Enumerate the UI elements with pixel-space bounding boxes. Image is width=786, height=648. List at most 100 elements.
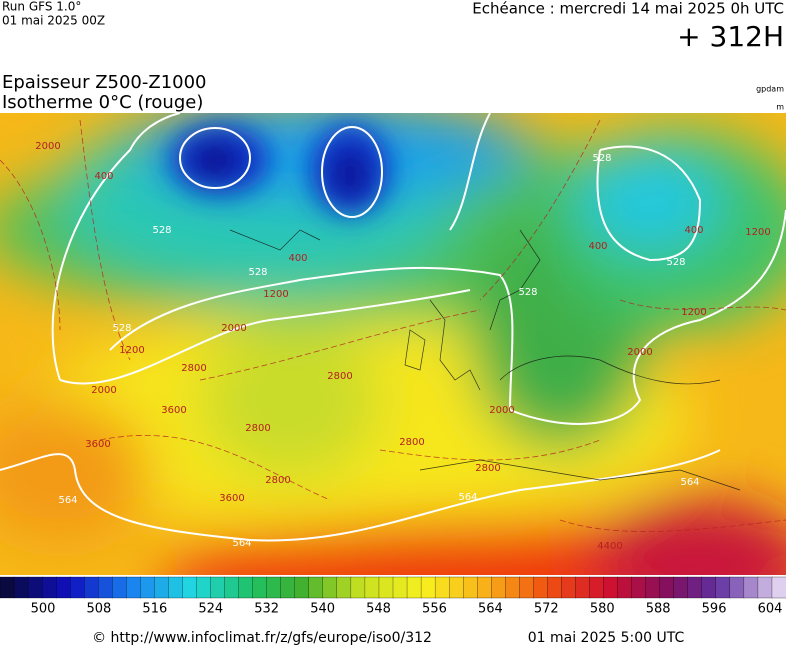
title-line1: Epaisseur Z500-Z1000 <box>2 72 207 93</box>
colorbar-swatch <box>631 576 647 599</box>
echeance: Echéance : mercredi 14 mai 2025 0h UTC <box>472 0 784 18</box>
map: 528 528 528 528 528 528 564 564 564 564 1200 1200 12… <box>0 113 786 575</box>
contour-label: 564 <box>458 492 477 503</box>
colorbar-swatch <box>519 576 535 599</box>
colorbar-label: 556 <box>422 602 447 617</box>
colorbar-swatch <box>350 576 366 599</box>
contour-label: 2800 <box>265 475 290 486</box>
colorbar-label: 588 <box>646 602 671 617</box>
colorbar-swatch <box>182 576 198 599</box>
unit-thickness: gpdam <box>756 85 784 94</box>
colorbar-swatch <box>687 576 703 599</box>
contour-label: 2000 <box>91 385 116 396</box>
colorbar-label: 580 <box>590 602 615 617</box>
footer-url: © http://www.infoclimat.fr/z/gfs/europe/… <box>92 630 432 646</box>
colorbar-swatch <box>210 576 226 599</box>
colorbar-swatch <box>168 576 184 599</box>
forecast-hour: + 312H <box>677 20 784 53</box>
footer-timestamp: 01 mai 2025 5:00 UTC <box>528 630 685 646</box>
colorbar-swatch <box>743 576 759 599</box>
colorbar-label: 604 <box>758 602 783 617</box>
contour-label: 564 <box>232 538 251 549</box>
colorbar-swatch <box>70 576 85 599</box>
contour-label: 2800 <box>399 437 424 448</box>
colorbar-label: 564 <box>478 602 503 617</box>
contour-label: 564 <box>680 477 699 488</box>
contour-label: 400 <box>684 225 703 236</box>
colorbar-swatch <box>701 576 717 599</box>
colorbar-swatch <box>98 576 113 599</box>
colorbar-swatch <box>491 576 506 599</box>
colorbar-swatch <box>757 576 773 599</box>
colorbar-swatch <box>0 576 15 599</box>
colorbar-label: 548 <box>366 602 391 617</box>
run-date: 01 mai 2025 00Z <box>2 14 105 28</box>
contour-label: 528 <box>152 225 171 236</box>
colorbar-swatch <box>13 576 29 599</box>
contour-label: 564 <box>58 495 77 506</box>
contour-label: 3600 <box>161 405 186 416</box>
colorbar-swatch <box>645 576 661 599</box>
colorbar-swatch <box>463 576 478 599</box>
colorbar-swatch <box>771 576 786 599</box>
colorbar-label: 500 <box>31 602 56 617</box>
colorbar-swatch <box>112 576 127 599</box>
colorbar-swatch <box>280 576 296 599</box>
colorbar-swatch <box>434 576 450 599</box>
contour-label: 2800 <box>181 363 206 374</box>
colorbar-swatch <box>533 576 549 599</box>
colorbar-swatch <box>322 576 338 599</box>
contour-label: 2800 <box>327 371 352 382</box>
colorbar-swatch <box>406 576 422 599</box>
colorbar-swatch <box>154 576 170 599</box>
colorbar-swatch <box>603 576 619 599</box>
contour-label: 3600 <box>85 439 110 450</box>
contour-label: 400 <box>94 171 113 182</box>
colorbar-swatch <box>294 576 310 599</box>
colorbar-swatch <box>336 576 352 599</box>
colorbar-swatch <box>659 576 675 599</box>
colorbar-swatch <box>392 576 408 599</box>
contour-label: 2800 <box>245 423 270 434</box>
colorbar-label: 508 <box>87 602 112 617</box>
colorbar-label: 516 <box>142 602 167 617</box>
contour-label: 1200 <box>681 307 706 318</box>
contour-label: 528 <box>592 153 611 164</box>
colorbar-swatch <box>477 576 492 599</box>
colorbar-swatch <box>729 576 745 599</box>
colorbar-swatch <box>378 576 394 599</box>
contour-label: 400 <box>588 241 607 252</box>
contour-label: 528 <box>248 267 267 278</box>
colorbar-swatch <box>505 576 520 599</box>
colorbar-swatch <box>308 576 324 599</box>
colorbar-swatch <box>140 576 156 599</box>
contour-label: 1200 <box>263 289 288 300</box>
colorbar-swatch <box>589 576 605 599</box>
colorbar-swatch <box>196 576 212 599</box>
colorbar-swatch <box>84 576 99 599</box>
colorbar-swatch <box>364 576 380 599</box>
contour-label: 1200 <box>745 227 770 238</box>
contour-label: 2000 <box>627 347 652 358</box>
unit-height: m <box>776 103 784 112</box>
colorbar-swatch <box>547 576 563 599</box>
colorbar-swatch <box>420 576 436 599</box>
colorbar-swatch <box>224 576 240 599</box>
colorbar-swatch <box>448 576 464 599</box>
title-line2: Isotherme 0°C (rouge) <box>2 92 203 113</box>
contour-label: 4400 <box>597 541 622 552</box>
colorbar-swatch <box>41 576 57 599</box>
colorbar-swatch <box>561 576 577 599</box>
colorbar-label: 524 <box>198 602 223 617</box>
colorbar-label: 572 <box>534 602 559 617</box>
contour-label: 528 <box>112 323 131 334</box>
colorbar-label: 596 <box>702 602 727 617</box>
contour-label: 528 <box>518 287 537 298</box>
contour-label: 2800 <box>475 463 500 474</box>
colorbar-swatch <box>715 576 731 599</box>
colorbar-swatch <box>27 576 43 599</box>
colorbar-swatch <box>238 576 254 599</box>
contour-label: 2000 <box>221 323 246 334</box>
